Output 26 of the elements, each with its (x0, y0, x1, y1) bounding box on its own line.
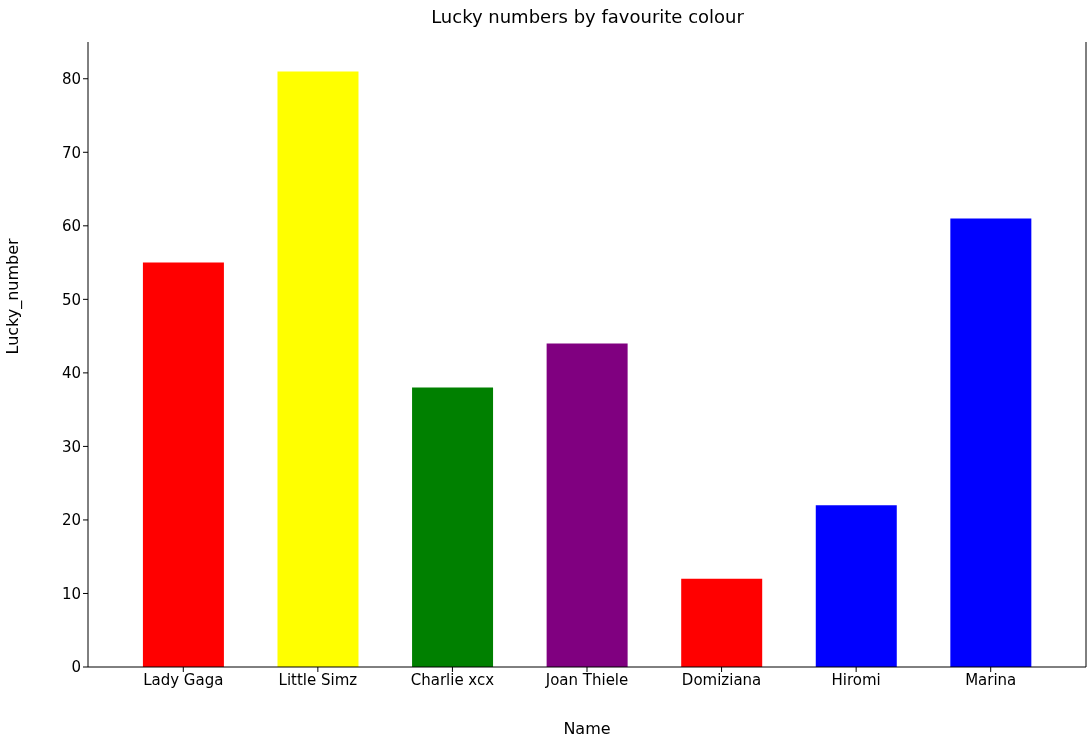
bar (142, 262, 224, 667)
x-tick-label: Little Simz (278, 670, 358, 689)
y-tick-label: 30 (61, 437, 81, 456)
bar (546, 343, 628, 667)
bar (681, 578, 763, 667)
y-tick-label: 40 (61, 364, 81, 383)
y-tick-label: 10 (61, 584, 81, 603)
x-tick-label: Hiromi (831, 670, 881, 689)
x-tick-label: Charlie xcx (410, 670, 495, 689)
x-tick-label: Marina (965, 670, 1017, 689)
y-tick-label: 20 (61, 511, 81, 530)
y-tick-label: 80 (61, 70, 81, 89)
y-tick-label: 50 (61, 290, 81, 309)
x-tick-label: Lady Gaga (143, 670, 224, 689)
bar (815, 505, 897, 667)
bar (950, 218, 1032, 667)
y-axis-title: Lucky_number (2, 237, 23, 355)
x-tick-label: Domiziana (681, 670, 762, 689)
x-tick-label: Joan Thiele (544, 670, 629, 689)
y-tick-label: 60 (61, 217, 81, 236)
bar (412, 387, 494, 667)
chart-title: Lucky numbers by favourite colour (430, 6, 745, 27)
x-axis-title: Name (563, 719, 611, 738)
y-tick-label: 70 (61, 143, 81, 162)
y-tick-label: 0 (71, 658, 81, 677)
bar (277, 71, 359, 667)
